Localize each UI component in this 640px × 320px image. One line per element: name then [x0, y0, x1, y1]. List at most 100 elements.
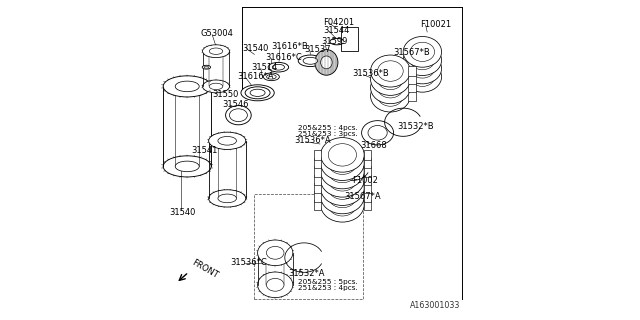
Ellipse shape — [378, 69, 403, 90]
Text: F1002: F1002 — [352, 176, 378, 185]
Ellipse shape — [321, 163, 364, 197]
Text: 31616*B: 31616*B — [271, 42, 308, 51]
Text: 31536*C: 31536*C — [230, 258, 267, 267]
Ellipse shape — [403, 45, 442, 76]
Text: 251&253 : 4pcs.: 251&253 : 4pcs. — [298, 285, 358, 291]
Ellipse shape — [403, 36, 442, 67]
Text: 31514: 31514 — [251, 63, 278, 72]
Ellipse shape — [241, 85, 275, 101]
Text: F10021: F10021 — [420, 20, 451, 28]
Ellipse shape — [264, 73, 280, 81]
Ellipse shape — [403, 61, 442, 92]
FancyBboxPatch shape — [364, 191, 371, 202]
Ellipse shape — [257, 272, 293, 298]
Ellipse shape — [321, 154, 364, 189]
Text: 31544: 31544 — [323, 26, 349, 35]
Ellipse shape — [230, 109, 248, 122]
Ellipse shape — [163, 156, 211, 177]
Text: 31567*B: 31567*B — [394, 48, 430, 57]
FancyBboxPatch shape — [340, 27, 358, 51]
FancyBboxPatch shape — [408, 75, 416, 84]
Ellipse shape — [266, 246, 284, 259]
FancyBboxPatch shape — [364, 200, 371, 210]
Ellipse shape — [378, 77, 403, 98]
Text: 31532*A: 31532*A — [288, 269, 324, 278]
Ellipse shape — [368, 125, 387, 140]
Text: 31599: 31599 — [322, 37, 348, 46]
Text: 31536*A: 31536*A — [294, 136, 331, 145]
Ellipse shape — [209, 190, 246, 207]
Text: 31616*A: 31616*A — [237, 72, 273, 81]
Text: 31546: 31546 — [223, 100, 249, 108]
Ellipse shape — [175, 161, 199, 172]
FancyBboxPatch shape — [364, 150, 371, 160]
Ellipse shape — [218, 136, 237, 145]
Ellipse shape — [328, 169, 356, 191]
FancyBboxPatch shape — [314, 175, 321, 185]
Ellipse shape — [209, 48, 223, 54]
Text: 31537: 31537 — [304, 45, 331, 54]
FancyBboxPatch shape — [314, 200, 321, 210]
Ellipse shape — [410, 59, 435, 78]
Ellipse shape — [403, 53, 442, 84]
Ellipse shape — [298, 55, 323, 67]
Ellipse shape — [371, 55, 410, 87]
FancyBboxPatch shape — [364, 183, 371, 193]
Ellipse shape — [410, 51, 435, 70]
Text: 31540: 31540 — [170, 208, 196, 217]
Text: 251&253 : 3pcs.: 251&253 : 3pcs. — [298, 132, 357, 137]
FancyBboxPatch shape — [314, 166, 321, 177]
Ellipse shape — [371, 63, 410, 95]
FancyBboxPatch shape — [364, 175, 371, 185]
Ellipse shape — [328, 177, 356, 199]
Ellipse shape — [371, 80, 410, 112]
Text: 31540: 31540 — [243, 44, 269, 52]
Text: 31536*B: 31536*B — [352, 69, 388, 78]
Ellipse shape — [315, 50, 338, 75]
FancyBboxPatch shape — [314, 158, 321, 168]
Text: 31668: 31668 — [360, 141, 387, 150]
Ellipse shape — [410, 42, 435, 61]
Ellipse shape — [321, 188, 364, 222]
Text: A163001033: A163001033 — [410, 301, 461, 310]
Text: F04201: F04201 — [323, 18, 355, 27]
FancyBboxPatch shape — [314, 150, 321, 160]
Ellipse shape — [328, 160, 356, 183]
Text: 31550: 31550 — [212, 90, 238, 99]
Ellipse shape — [328, 144, 356, 166]
Ellipse shape — [204, 66, 209, 68]
Text: 205&255 : 4pcs.: 205&255 : 4pcs. — [298, 125, 357, 131]
Text: 31532*B: 31532*B — [397, 122, 433, 131]
FancyBboxPatch shape — [364, 158, 371, 168]
FancyBboxPatch shape — [408, 91, 416, 101]
Ellipse shape — [378, 61, 403, 81]
Ellipse shape — [362, 121, 394, 145]
Ellipse shape — [250, 89, 265, 96]
Ellipse shape — [163, 76, 211, 97]
Ellipse shape — [321, 56, 332, 69]
Text: 205&255 : 5pcs.: 205&255 : 5pcs. — [298, 279, 358, 284]
Ellipse shape — [321, 138, 364, 172]
FancyBboxPatch shape — [364, 166, 371, 177]
Ellipse shape — [378, 86, 403, 106]
Ellipse shape — [268, 62, 289, 72]
Ellipse shape — [202, 65, 211, 69]
Text: 31567*A: 31567*A — [344, 192, 381, 201]
Ellipse shape — [209, 132, 246, 149]
Text: G53004: G53004 — [201, 29, 234, 38]
Ellipse shape — [303, 57, 317, 64]
Ellipse shape — [245, 87, 270, 99]
Ellipse shape — [202, 80, 230, 93]
Ellipse shape — [267, 75, 276, 79]
Ellipse shape — [371, 72, 410, 104]
Text: 31541: 31541 — [191, 146, 218, 155]
Ellipse shape — [257, 240, 293, 266]
Ellipse shape — [410, 67, 435, 86]
Ellipse shape — [175, 81, 199, 92]
Ellipse shape — [209, 83, 223, 90]
Ellipse shape — [321, 179, 364, 214]
Ellipse shape — [328, 194, 356, 216]
Ellipse shape — [328, 152, 356, 174]
Ellipse shape — [266, 278, 284, 291]
Ellipse shape — [321, 146, 364, 180]
